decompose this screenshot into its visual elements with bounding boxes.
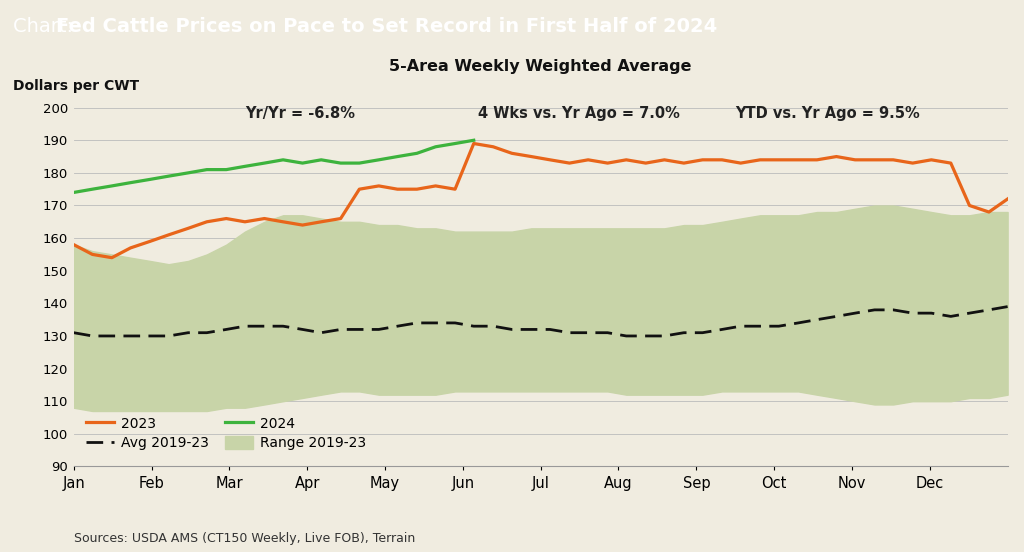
Text: Fed Cattle Prices on Pace to Set Record in First Half of 2024: Fed Cattle Prices on Pace to Set Record … — [56, 17, 718, 36]
Text: Yr/Yr = -6.8%: Yr/Yr = -6.8% — [245, 105, 355, 121]
Text: 5-Area Weekly Weighted Average: 5-Area Weekly Weighted Average — [389, 59, 692, 74]
Legend: 2023, Avg 2019-23, 2024, Range 2019-23: 2023, Avg 2019-23, 2024, Range 2019-23 — [81, 411, 372, 456]
Text: Sources: USDA AMS (CT150 Weekly, Live FOB), Terrain: Sources: USDA AMS (CT150 Weekly, Live FO… — [74, 532, 415, 545]
Text: YTD vs. Yr Ago = 9.5%: YTD vs. Yr Ago = 9.5% — [735, 105, 920, 121]
Text: Dollars per CWT: Dollars per CWT — [13, 79, 139, 93]
Text: 4 Wks vs. Yr Ago = 7.0%: 4 Wks vs. Yr Ago = 7.0% — [478, 105, 680, 121]
Text: Chart:: Chart: — [13, 17, 80, 36]
